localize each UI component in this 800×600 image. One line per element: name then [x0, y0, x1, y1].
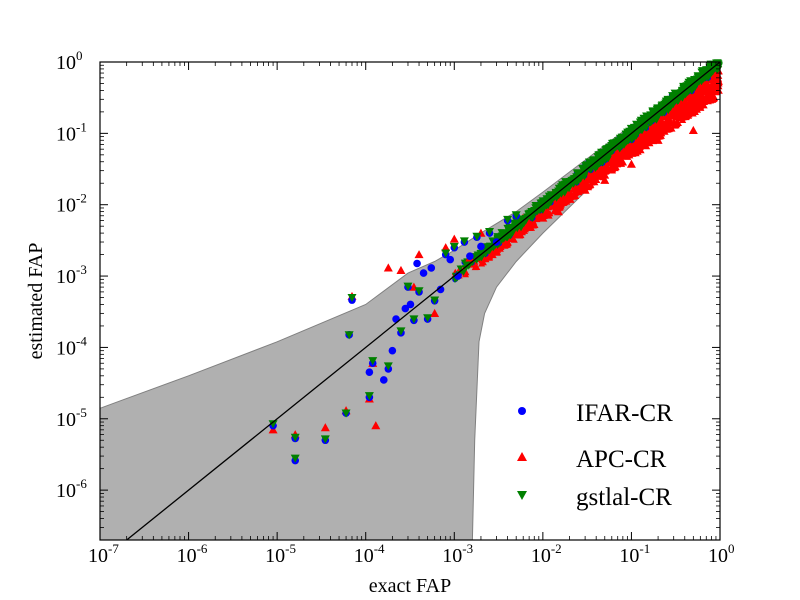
legend-entry-gstlal: gstlal-CR [517, 484, 672, 511]
point-gstlal-cr-0 [268, 420, 278, 429]
point-gstlal-cr-13 [414, 287, 424, 296]
point-apc-cr-19 [524, 218, 534, 227]
x-axis-ticks: 10-7 10-6 10-5 10-4 10-3 10-2 10-1 100 [88, 62, 735, 567]
data-points [268, 94, 716, 465]
y-tick-label: 10-5 [56, 405, 87, 431]
point-apc-cr-28 [706, 94, 716, 103]
point-apc-cr-25 [626, 159, 636, 168]
point-apc-cr-8 [383, 263, 393, 272]
legend-entry-ifar: IFAR-CR [518, 400, 673, 427]
legend-marker-gstlal [517, 491, 527, 500]
point-apc-cr-17 [492, 247, 502, 256]
point-ifar-cr-33 [477, 242, 485, 251]
point-apc-cr-26 [653, 135, 663, 144]
point-apc-cr-14 [449, 234, 459, 243]
y-tick-label: 10-1 [56, 119, 87, 145]
point-gstlal-cr-1 [290, 433, 300, 442]
point-ifar-cr-27 [446, 255, 455, 264]
point-ifar-cr-15 [401, 304, 410, 313]
point-ifar-cr-13 [392, 315, 400, 323]
y-tick-label: 10-6 [56, 476, 87, 502]
y-axis-ticks: 10-6 10-5 10-4 10-3 10-2 10-1 100 [56, 48, 720, 541]
point-gstlal-cr-9 [383, 362, 393, 371]
point-apc-cr-11 [414, 250, 424, 259]
point-gstlal-cr-12 [409, 315, 419, 324]
point-apc-cr-9 [396, 265, 406, 275]
point-apc-cr-18 [511, 230, 521, 239]
point-gstlal-cr-11 [403, 282, 413, 291]
point-apc-cr-23 [580, 185, 590, 194]
legend-label-ifar: IFAR-CR [576, 400, 673, 427]
legend-label-apc: APC-CR [576, 446, 667, 473]
point-gstlal-cr-4 [341, 409, 351, 418]
legend-label-gstlal: gstlal-CR [576, 484, 672, 511]
point-gstlal-cr-7 [364, 392, 374, 401]
point-ifar-cr-25 [436, 285, 445, 294]
point-gstlal-cr-3 [320, 435, 330, 444]
x-tick-label: 10-5 [265, 541, 296, 567]
point-gstlal-cr-10 [396, 327, 406, 336]
y-tick-label: 100 [56, 48, 83, 74]
point-gstlal-cr-5 [344, 331, 354, 340]
point-apc-cr-12 [430, 308, 440, 317]
point-gstlal-cr-17 [449, 242, 459, 251]
point-ifar-cr-23 [427, 264, 436, 272]
point-apc-cr-24 [600, 175, 610, 184]
x-tick-label: 10-1 [619, 541, 650, 567]
point-ifar-cr-8 [365, 368, 374, 376]
plot-frame [99, 61, 721, 541]
y-axis-label: estimated FAP [25, 243, 47, 360]
x-tick-label: 100 [708, 541, 735, 567]
y-tick-label: 10-4 [56, 333, 87, 359]
diagonal-line [126, 61, 721, 541]
point-gstlal-cr-20 [485, 227, 495, 237]
point-gstlal-cr-14 [423, 314, 433, 323]
point-apc-cr-27 [688, 125, 698, 135]
legend-marker-ifar [518, 407, 526, 415]
point-ifar-cr-31 [466, 252, 474, 260]
point-ifar-cr-21 [419, 269, 428, 277]
point-apc-cr-13 [441, 243, 451, 252]
point-gstlal-cr-21 [503, 215, 513, 225]
point-apc-cr-20 [538, 213, 548, 222]
y-tick-label: 10-2 [56, 191, 87, 217]
point-ifar-cr-17 [406, 300, 415, 309]
point-gstlal-cr-22 [511, 211, 521, 220]
x-tick-label: 10-7 [88, 541, 119, 567]
point-gstlal-cr-8 [368, 357, 378, 366]
legend-marker-apc [517, 452, 527, 461]
point-gstlal-cr-19 [472, 232, 482, 241]
x-tick-label: 10-4 [354, 541, 385, 567]
point-ifar-cr-12 [388, 346, 397, 355]
point-ifar-cr-19 [413, 259, 421, 268]
y-tick-label: 10-3 [56, 262, 87, 288]
point-apc-cr-21 [553, 207, 563, 216]
x-tick-label: 10-3 [442, 541, 473, 567]
legend: IFAR-CR APC-CR gstlal-CR [517, 400, 673, 511]
point-gstlal-cr-2 [290, 454, 300, 463]
point-gstlal-cr-15 [430, 296, 440, 305]
point-apc-cr-22 [565, 192, 575, 201]
plot-area [99, 59, 723, 541]
point-gstlal-cr-18 [459, 237, 469, 246]
point-gstlal-cr-16 [441, 249, 451, 258]
point-apc-cr-2 [320, 423, 330, 432]
point-apc-cr-7 [371, 421, 381, 430]
x-tick-label: 10-2 [531, 541, 562, 567]
legend-entry-apc: APC-CR [517, 446, 667, 473]
point-ifar-cr-10 [379, 376, 388, 384]
point-gstlal-cr-6 [347, 293, 357, 303]
x-tick-label: 10-6 [177, 541, 208, 567]
dense-gstlal-points [451, 59, 723, 283]
x-axis-label: exact FAP [369, 575, 451, 597]
